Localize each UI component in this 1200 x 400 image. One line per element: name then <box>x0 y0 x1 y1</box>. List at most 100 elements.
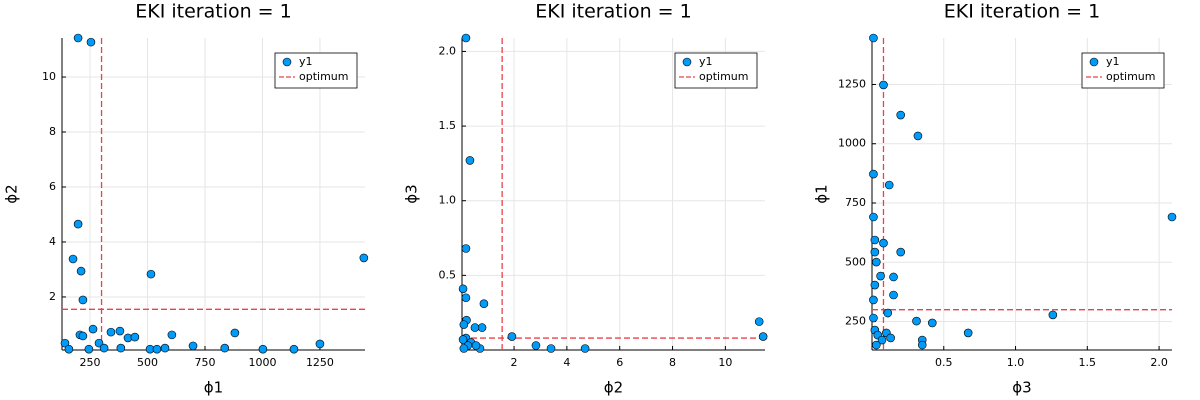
point <box>884 180 894 190</box>
point <box>889 272 898 282</box>
point <box>152 344 162 354</box>
point <box>870 247 880 257</box>
legend-label: y1 <box>299 55 313 68</box>
point <box>872 257 881 267</box>
y-tick-label: 2.0 <box>439 44 457 57</box>
x-tick-label: 1000 <box>248 356 276 369</box>
point <box>913 131 923 141</box>
x-tick-label: 500 <box>137 356 158 369</box>
y-tick-label: 1000 <box>838 137 866 150</box>
point <box>869 33 878 43</box>
x-tick-label: 2.0 <box>1150 356 1168 369</box>
point <box>76 266 86 276</box>
point <box>896 110 906 120</box>
legend-label: optimum <box>299 70 348 83</box>
y-tick-label: 2 <box>49 290 56 303</box>
point <box>160 343 170 353</box>
point <box>289 344 299 354</box>
point <box>315 339 325 349</box>
point <box>461 244 471 253</box>
y-tick-label: 1250 <box>838 77 866 90</box>
x-tick-label: 0.5 <box>935 356 953 369</box>
point <box>461 293 471 303</box>
point <box>78 331 88 341</box>
x-tick-label: 2 <box>511 356 518 369</box>
point <box>116 343 126 353</box>
point <box>167 330 177 340</box>
point <box>869 212 878 222</box>
y-tick-label: 0.5 <box>439 268 457 281</box>
point <box>220 343 230 353</box>
point <box>872 340 881 350</box>
point <box>477 323 487 332</box>
y-axis-label: ϕ2 <box>3 184 21 203</box>
point <box>754 317 764 326</box>
y-axis-label: ϕ1 <box>813 184 831 203</box>
y-tick-label: 4 <box>49 235 56 248</box>
point <box>886 333 895 343</box>
x-axis-label: ϕ3 <box>1012 379 1031 397</box>
point <box>889 290 898 300</box>
point <box>912 316 921 326</box>
legend-label: optimum <box>1106 70 1155 83</box>
point <box>64 344 74 354</box>
point <box>458 284 468 294</box>
point <box>883 308 893 318</box>
chart-title: EKI iteration = 1 <box>135 1 291 23</box>
legend-marker <box>682 57 692 67</box>
point <box>869 169 878 179</box>
legend-label: y1 <box>699 55 713 68</box>
point <box>73 33 83 43</box>
y-tick-label: 1.0 <box>439 194 457 207</box>
point <box>258 344 268 354</box>
point <box>73 219 83 229</box>
legend-marker <box>1089 57 1099 67</box>
point <box>106 327 116 337</box>
point <box>869 313 878 323</box>
y-tick-label: 6 <box>49 180 56 193</box>
point <box>115 326 125 336</box>
x-tick-label: 250 <box>80 356 101 369</box>
point <box>86 37 96 47</box>
point <box>896 247 906 257</box>
point <box>1048 310 1058 320</box>
legend-label: y1 <box>1106 55 1120 68</box>
point <box>963 328 973 338</box>
y-axis-label: ϕ3 <box>403 184 421 203</box>
y-tick-label: 250 <box>845 315 866 328</box>
y-tick-label: 8 <box>49 125 56 138</box>
point <box>546 344 556 353</box>
point <box>230 328 240 338</box>
point <box>470 323 480 332</box>
x-axis-label: ϕ1 <box>204 379 223 397</box>
point <box>870 235 880 245</box>
point <box>465 156 475 165</box>
y-tick-label: 1.5 <box>439 119 457 132</box>
point <box>877 335 887 345</box>
point <box>88 324 98 334</box>
point <box>461 33 471 43</box>
point <box>876 271 885 281</box>
point <box>531 341 541 350</box>
point <box>359 253 369 263</box>
x-tick-label: 8 <box>669 356 676 369</box>
point <box>78 295 88 305</box>
legend-label: optimum <box>699 70 748 83</box>
point <box>471 341 481 350</box>
x-tick-label: 10 <box>718 356 732 369</box>
point <box>758 332 768 341</box>
point <box>1167 212 1177 222</box>
point <box>146 269 156 279</box>
point <box>459 344 469 353</box>
chart-title: EKI iteration = 1 <box>944 1 1100 23</box>
point <box>188 341 198 351</box>
x-axis-label: ϕ2 <box>604 379 623 397</box>
point <box>879 238 888 248</box>
x-tick-label: 1.0 <box>1007 356 1025 369</box>
point <box>68 254 78 264</box>
x-tick-label: 6 <box>616 356 623 369</box>
y-tick-label: 500 <box>845 255 866 268</box>
legend-marker <box>282 57 292 67</box>
point <box>917 340 927 350</box>
